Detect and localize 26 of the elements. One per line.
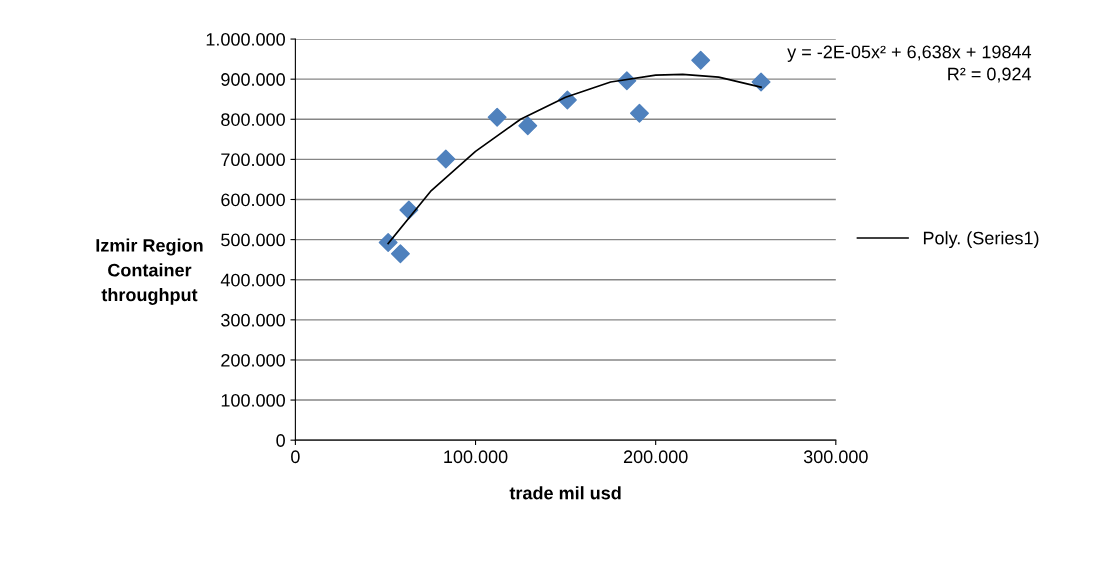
point (518, 116, 538, 136)
x-tick-label: 100.000 (444, 450, 508, 464)
x-axis-title: trade mil usd (509, 486, 621, 500)
y-tick-label: 1.000.000 (206, 33, 285, 46)
legend-label: Poly. (Series1) (923, 231, 1039, 249)
x-tick-label: 300.000 (803, 450, 868, 464)
y-tick-label: 700.000 (221, 153, 285, 167)
point (436, 149, 456, 169)
y-tick-label: 900.000 (221, 73, 285, 86)
point (487, 107, 507, 127)
point (691, 50, 711, 70)
y-axis-title: Izmir Region Container throughput (96, 238, 203, 305)
y-tick-label: 400.000 (220, 273, 285, 287)
annotation: y = -2E-05x² + 6,638x + 19844 R² = 0,924 (787, 45, 1032, 83)
y-tick-label: 600.000 (221, 193, 285, 207)
x-tick-label: 0 (291, 450, 300, 464)
point (390, 244, 410, 264)
y-tick-label: 200.000 (221, 353, 285, 367)
y-tick-label: 800.000 (221, 113, 285, 126)
y-tick-label: 100.000 (221, 393, 285, 407)
y-tick-label: 0 (276, 434, 285, 447)
point (378, 232, 398, 252)
x-tick-label: 200.000 (623, 450, 688, 464)
y-tick-label: 500.000 (221, 233, 285, 247)
point (629, 103, 649, 123)
y-tick-label: 300.000 (221, 313, 285, 327)
